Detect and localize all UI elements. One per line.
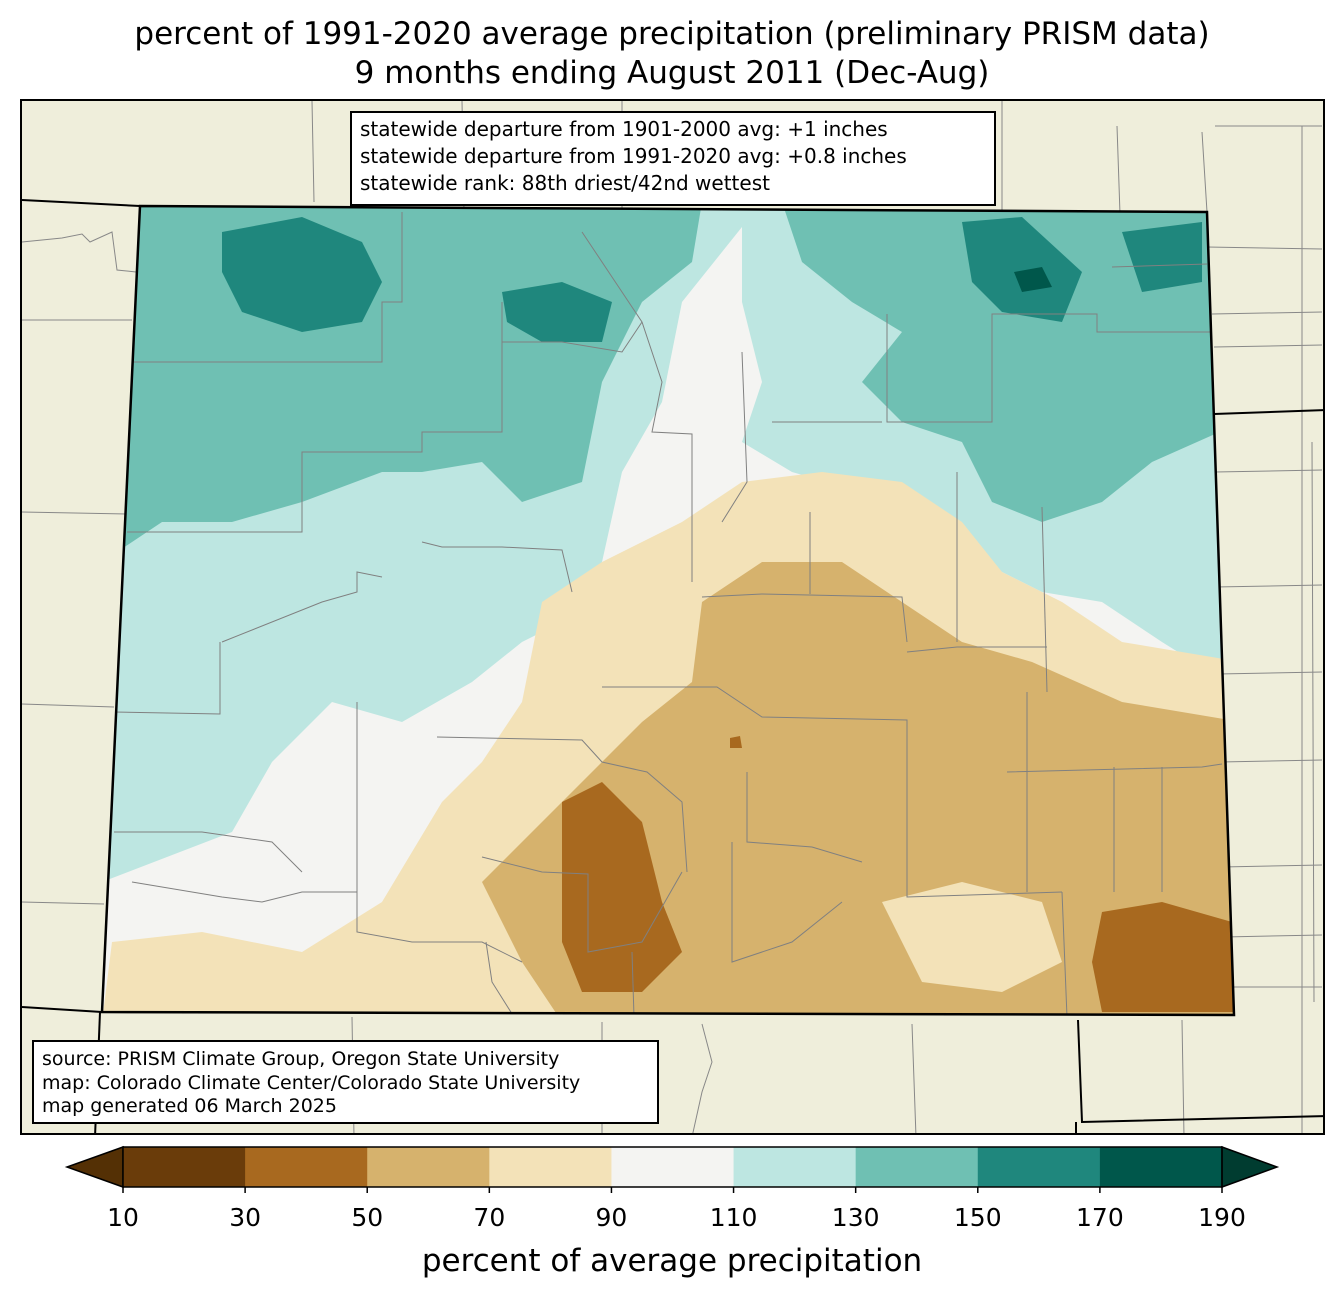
generated-date-line: map generated 06 March 2025 [42,1095,337,1117]
colorbar-bin [611,1147,735,1187]
colorbar-bin [489,1147,612,1187]
colorbar-tick-label: 30 [229,1203,262,1232]
colorbar-tick-label: 90 [595,1203,628,1232]
colorbar-bin [123,1147,246,1187]
map-title-line-2: 9 months ending August 2011 (Dec-Aug) [354,55,990,91]
colorbar-label: percent of average precipitation [421,1243,923,1279]
precipitation-field [102,206,1234,1015]
colorbar-tick-label: 10 [107,1203,139,1232]
colorbar-tick-label: 170 [1076,1203,1124,1232]
colorbar-tick-label: 130 [831,1203,880,1232]
colorbar-bin [1099,1147,1223,1187]
colorado-border [100,204,1236,1017]
statewide-stats-box: statewide departure from 1901-2000 avg: … [350,111,996,206]
colorbar [64,1145,1280,1193]
source-box: source: PRISM Climate Group, Oregon Stat… [32,1040,659,1124]
map-frame [20,99,1325,1135]
colorbar-bin [733,1147,857,1187]
colorbar-frame [122,1146,1223,1188]
stats-departure-1991-2020: statewide departure from 1991-2020 avg: … [360,144,907,168]
source-line: source: PRISM Climate Group, Oregon Stat… [42,1048,560,1070]
stats-departure-1901-2000: statewide departure from 1901-2000 avg: … [360,117,888,141]
map-credit-line: map: Colorado Climate Center/Colorado St… [42,1071,581,1094]
colorbar-tick-label: 70 [473,1203,506,1232]
map-title-line-1: percent of 1991-2020 average precipitati… [134,16,1210,52]
colorbar-tick-label: 190 [1198,1203,1246,1232]
neighbor-state-borders [22,199,1323,1133]
colorbar-bin [855,1147,979,1187]
colorbar-bin [245,1147,368,1187]
colorbar-tick-label: 50 [351,1203,384,1232]
colorbar-under-arrow [64,1145,124,1189]
stats-rank: statewide rank: 88th driest/42nd wettest [360,171,770,195]
colorbar-tick-label: 150 [953,1203,1002,1232]
colorbar-tick-label: 110 [709,1203,758,1232]
colorbar-bin [367,1147,490,1187]
precipitation-map [22,101,1323,1133]
colorbar-bin [977,1147,1101,1187]
county-lines [113,212,1223,1015]
colorbar-over-arrow [1221,1145,1280,1189]
